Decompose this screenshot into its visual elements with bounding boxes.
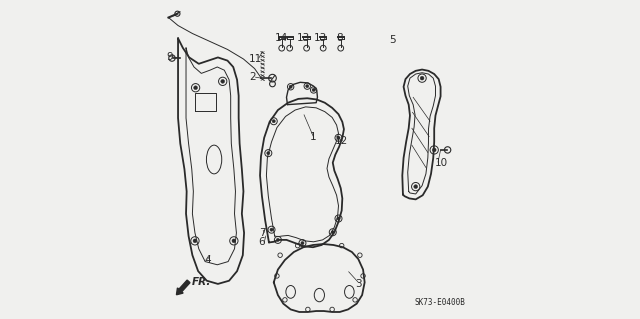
Circle shape xyxy=(232,239,236,243)
Circle shape xyxy=(414,185,418,189)
Circle shape xyxy=(432,148,436,152)
Text: 12: 12 xyxy=(335,136,348,146)
Text: 6: 6 xyxy=(259,237,265,248)
Text: 3: 3 xyxy=(355,279,362,289)
Circle shape xyxy=(337,217,340,220)
Circle shape xyxy=(193,239,197,243)
Circle shape xyxy=(276,238,280,241)
Text: 4: 4 xyxy=(204,255,211,265)
Circle shape xyxy=(270,228,273,231)
Circle shape xyxy=(420,76,424,80)
Circle shape xyxy=(272,120,275,123)
Text: 13: 13 xyxy=(297,33,310,43)
Circle shape xyxy=(331,231,334,234)
Text: FR.: FR. xyxy=(192,277,211,287)
Text: 9: 9 xyxy=(166,52,173,63)
Circle shape xyxy=(221,79,225,83)
Text: 11: 11 xyxy=(249,54,262,64)
Circle shape xyxy=(312,88,316,92)
Circle shape xyxy=(306,85,309,88)
Text: 10: 10 xyxy=(435,158,448,168)
Text: 7: 7 xyxy=(259,228,265,238)
Circle shape xyxy=(337,136,340,139)
Circle shape xyxy=(194,86,198,90)
Text: 2: 2 xyxy=(249,72,256,82)
Text: 1: 1 xyxy=(310,132,317,142)
Text: 13: 13 xyxy=(314,33,326,43)
Text: SK73-E0400B: SK73-E0400B xyxy=(414,298,465,307)
Text: 8: 8 xyxy=(336,33,342,43)
Circle shape xyxy=(301,241,304,245)
FancyArrow shape xyxy=(177,280,190,295)
Circle shape xyxy=(267,152,270,155)
Circle shape xyxy=(289,85,292,88)
Text: 14: 14 xyxy=(275,33,288,43)
Text: 5: 5 xyxy=(389,35,396,45)
